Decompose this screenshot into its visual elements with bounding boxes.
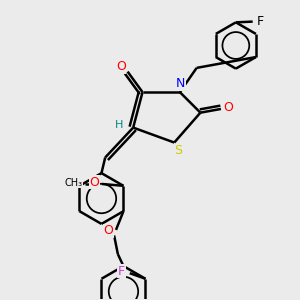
Text: O: O: [224, 100, 233, 114]
Text: O: O: [103, 224, 113, 237]
Text: O: O: [116, 60, 126, 73]
Text: H: H: [115, 120, 123, 130]
Text: S: S: [174, 144, 182, 157]
Text: N: N: [176, 77, 185, 90]
Text: CH₃: CH₃: [65, 178, 83, 188]
Text: F: F: [118, 265, 125, 278]
Text: F: F: [256, 15, 264, 28]
Text: O: O: [89, 176, 99, 189]
